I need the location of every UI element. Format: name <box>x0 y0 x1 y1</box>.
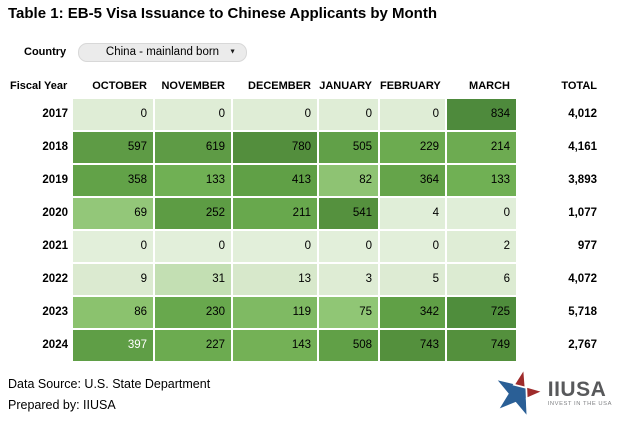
fiscal-year-label: 2023 <box>42 306 68 318</box>
fiscal-year-label: 2019 <box>42 174 68 186</box>
cell-2017-january: 0 <box>319 99 378 130</box>
fiscal-year-label: 2021 <box>42 240 68 252</box>
table-row: 2019 358 133 413 82 364 133 3,893 <box>8 165 598 196</box>
table-row: 2023 86 230 119 75 342 725 5,718 <box>8 297 598 328</box>
row-total: 3,893 <box>568 174 597 186</box>
data-source-note: Data Source: U.S. State Department <box>8 377 211 391</box>
fiscal-year-label: 2017 <box>42 108 68 120</box>
cell-2021-january: 0 <box>319 231 378 262</box>
iiusa-logo: IIUSA INVEST IN THE USA <box>492 367 612 419</box>
cell-2024-november: 227 <box>155 330 231 361</box>
cell-2018-february: 229 <box>380 132 445 163</box>
cell-2022-january: 3 <box>319 264 378 295</box>
cell-2019-november: 133 <box>155 165 231 196</box>
row-total: 4,072 <box>568 273 597 285</box>
cell-2020-november: 252 <box>155 198 231 229</box>
column-header-march: MARCH <box>469 80 510 92</box>
cell-2024-january: 508 <box>319 330 378 361</box>
row-total: 4,161 <box>568 141 597 153</box>
table-row: 2020 69 252 211 541 4 0 1,077 <box>8 198 598 229</box>
cell-2017-november: 0 <box>155 99 231 130</box>
cell-2021-november: 0 <box>155 231 231 262</box>
cell-2021-october: 0 <box>73 231 153 262</box>
logo-tagline: INVEST IN THE USA <box>547 400 612 407</box>
cell-2022-december: 13 <box>233 264 317 295</box>
fiscal-year-label: 2020 <box>42 207 68 219</box>
cell-2020-march: 0 <box>447 198 516 229</box>
column-header-total: TOTAL <box>561 80 597 92</box>
row-total: 977 <box>577 240 597 252</box>
table-row: 2024 397 227 143 508 743 749 2,767 <box>8 330 598 361</box>
column-header-january: JANUARY <box>319 80 372 92</box>
cell-2021-december: 0 <box>233 231 317 262</box>
column-header-november: NOVEMBER <box>161 80 225 92</box>
cell-2024-march: 749 <box>447 330 516 361</box>
cell-2020-february: 4 <box>380 198 445 229</box>
cell-2023-january: 75 <box>319 297 378 328</box>
cell-2019-march: 133 <box>447 165 516 196</box>
cell-2018-march: 214 <box>447 132 516 163</box>
fiscal-year-label: 2024 <box>42 339 68 351</box>
logo-wordmark: IIUSA <box>547 377 607 401</box>
country-filter: Country China - mainland born ▼ <box>24 42 247 62</box>
cell-2022-november: 31 <box>155 264 231 295</box>
cell-2019-january: 82 <box>319 165 378 196</box>
fiscal-year-label: 2018 <box>42 141 68 153</box>
footer-notes: Data Source: U.S. State Department Prepa… <box>8 374 210 416</box>
column-header-october: OCTOBER <box>92 80 147 92</box>
cell-2023-november: 230 <box>155 297 231 328</box>
cell-2020-december: 211 <box>233 198 317 229</box>
table-row: 2021 0 0 0 0 0 2 977 <box>8 231 598 262</box>
cell-2021-march: 2 <box>447 231 516 262</box>
cell-2022-march: 6 <box>447 264 516 295</box>
cell-2018-december: 780 <box>233 132 317 163</box>
cell-2018-october: 597 <box>73 132 153 163</box>
cell-2022-february: 5 <box>380 264 445 295</box>
cell-2017-march: 834 <box>447 99 516 130</box>
cell-2017-october: 0 <box>73 99 153 130</box>
fiscal-year-label: 2022 <box>42 273 68 285</box>
country-dropdown[interactable]: China - mainland born ▼ <box>78 42 247 62</box>
cell-2023-february: 342 <box>380 297 445 328</box>
cell-2017-december: 0 <box>233 99 317 130</box>
cell-2021-february: 0 <box>380 231 445 262</box>
column-header-fiscal-year: Fiscal Year <box>10 80 68 92</box>
cell-2017-february: 0 <box>380 99 445 130</box>
cell-2018-november: 619 <box>155 132 231 163</box>
table-row: 2022 9 31 13 3 5 6 4,072 <box>8 264 598 295</box>
row-total: 2,767 <box>568 339 597 351</box>
country-dropdown-value: China - mainland born <box>105 46 220 58</box>
country-filter-label: Country <box>24 46 67 58</box>
cell-2024-october: 397 <box>73 330 153 361</box>
cell-2019-december: 413 <box>233 165 317 196</box>
table-body: 2017 0 0 0 0 0 834 4,012 2018 597 619 780 505 229 214 4… <box>8 99 598 361</box>
table-row: 2017 0 0 0 0 0 834 4,012 <box>8 99 598 130</box>
chevron-down-icon: ▼ <box>229 48 236 56</box>
cell-2023-october: 86 <box>73 297 153 328</box>
cell-2022-october: 9 <box>73 264 153 295</box>
logo-text-block: IIUSA INVEST IN THE USA <box>547 377 612 407</box>
visa-issuance-table: Fiscal Year OCTOBER NOVEMBER DECEMBER JANUAR… <box>8 78 598 363</box>
cell-2019-october: 358 <box>73 165 153 196</box>
iiusa-star-icon <box>497 367 544 417</box>
row-total: 4,012 <box>568 108 597 120</box>
cell-2018-january: 505 <box>319 132 378 163</box>
cell-2023-march: 725 <box>447 297 516 328</box>
prepared-by-note: Prepared by: IIUSA <box>8 398 116 412</box>
cell-2020-january: 541 <box>319 198 378 229</box>
cell-2019-february: 364 <box>380 165 445 196</box>
column-header-february: FEBRUARY <box>380 80 441 92</box>
table-row: 2018 597 619 780 505 229 214 4,161 <box>8 132 598 163</box>
table-header-row: Fiscal Year OCTOBER NOVEMBER DECEMBER JANUAR… <box>8 78 598 94</box>
cell-2024-december: 143 <box>233 330 317 361</box>
page-title: Table 1: EB-5 Visa Issuance to Chinese A… <box>8 5 437 22</box>
row-total: 1,077 <box>568 207 597 219</box>
cell-2024-february: 743 <box>380 330 445 361</box>
row-total: 5,718 <box>568 306 597 318</box>
cell-2020-october: 69 <box>73 198 153 229</box>
column-header-december: DECEMBER <box>248 80 311 92</box>
cell-2023-december: 119 <box>233 297 317 328</box>
